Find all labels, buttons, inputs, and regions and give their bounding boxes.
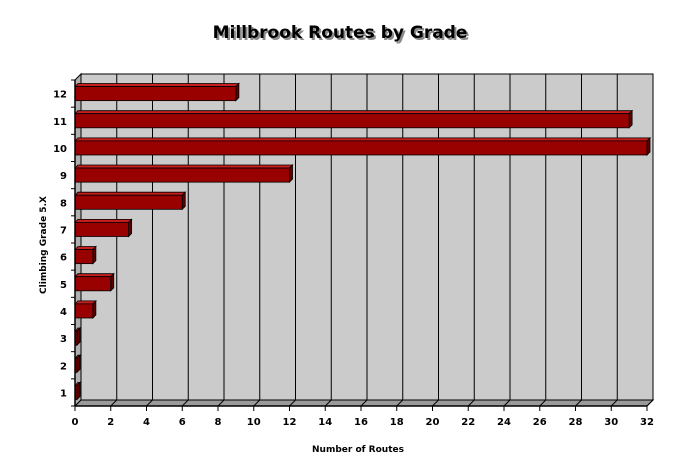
y-tick-label: 3 [60,334,67,345]
bar-grade-9 [74,164,294,184]
x-tick-label: 2 [107,417,114,428]
x-floor-gridline [503,399,511,407]
x-floor-gridline [360,399,368,407]
y-axis-title: Climbing Grade 5.X [39,196,49,294]
bar-top-face [74,110,634,115]
x-floor-gridline [610,399,618,407]
y-tick-label: 10 [53,144,67,155]
bar-top-face [74,218,133,223]
bar-front-face [74,221,130,237]
bar-top-face [74,246,97,250]
x-tick-label: 20 [426,417,440,428]
x-tick-label: 28 [569,417,583,428]
x-floor-gridline [110,399,118,407]
bar-front-face [74,303,94,319]
bar-front-face [74,86,237,102]
x-tick-label: 12 [283,417,297,428]
bar-side-face [76,327,81,347]
x-tick-label: 30 [604,417,618,428]
bar-side-face [76,381,81,401]
x-floor-gridline [146,399,153,407]
x-tick-label: 32 [640,417,654,428]
bar-top-face [74,300,97,305]
bar-side-face [128,218,133,238]
bar-front-face [74,140,648,156]
bar-front-face [74,276,112,292]
bar-side-face [235,82,240,102]
y-tick-label: 11 [53,117,67,128]
bar-side-face [92,245,97,265]
bar-side-face [646,136,651,156]
bar-top-face [74,137,651,142]
bar-top-face [74,273,115,278]
x-floor-gridline [467,399,475,407]
x-floor-gridline [432,399,439,407]
bar-side-face [289,164,293,184]
bar-front-face [74,113,630,129]
y-tick-label: 4 [60,307,67,318]
x-tick-label: 8 [215,417,222,428]
bar-side-face [181,191,186,211]
bar-side-face [92,299,97,319]
bar-grade-4 [74,299,97,319]
bar-grade-7 [74,218,133,238]
x-floor-gridline [217,399,225,407]
x-floor-gridline [575,399,582,407]
x-tick-label: 24 [497,417,511,428]
x-floor-gridline [324,399,332,407]
x-tick-label: 6 [179,417,186,428]
y-tick-label: 12 [53,90,67,101]
x-tick-label: 10 [247,417,261,428]
bar-side-face [110,272,115,292]
bar-front-face [74,249,94,265]
bar-side-face [76,354,81,374]
x-floor-gridline [396,399,404,407]
x-floor-gridline [253,399,261,407]
bar-top-face [74,83,240,87]
y-tick-label: 7 [60,225,67,236]
x-floor-gridline [289,399,296,407]
y-tick-label: 2 [60,361,67,372]
x-tick-label: 0 [72,417,79,428]
bar-front-face [74,194,183,210]
bar-grade-10 [74,136,651,156]
x-tick-label: 16 [354,417,368,428]
chart-title-shadow: Millbrook Routes by Grade [215,25,470,45]
bar-grade-8 [74,191,187,211]
bar-front-face [74,167,290,183]
plot-area [73,72,655,408]
x-tick-label: 26 [533,417,547,428]
bar-grade-5 [74,272,115,292]
bar-top-face [74,164,294,169]
chart-title: Millbrook Routes by Grade [213,23,468,43]
y-tick-label: 9 [60,171,67,182]
x-tick-label: 22 [461,417,475,428]
bar-side-face [628,109,633,129]
bar-grade-12 [74,82,240,102]
bar-grade-6 [74,245,97,265]
y-tick-label: 6 [60,253,67,264]
x-floor-gridline [539,399,547,407]
x-axis-title: Number of Routes [312,445,404,455]
x-tick-label: 18 [390,417,404,428]
y-tick-label: 5 [60,280,67,291]
x-axis-ticks: 0 2 4 6 8 10 12 14 16 18 20 22 24 26 28 30 32 [72,405,654,428]
y-tick-label: 1 [60,388,67,399]
y-tick-label: 8 [60,198,67,209]
x-floor-gridline [181,399,189,407]
x-floor-gridline [646,399,654,407]
bar-grade-2 [74,354,81,374]
x-tick-label: 14 [318,417,332,428]
bar-grade-1 [74,381,81,401]
bar-top-face [74,191,187,196]
x-tick-label: 4 [143,417,150,428]
bar-grade-11 [74,109,634,129]
